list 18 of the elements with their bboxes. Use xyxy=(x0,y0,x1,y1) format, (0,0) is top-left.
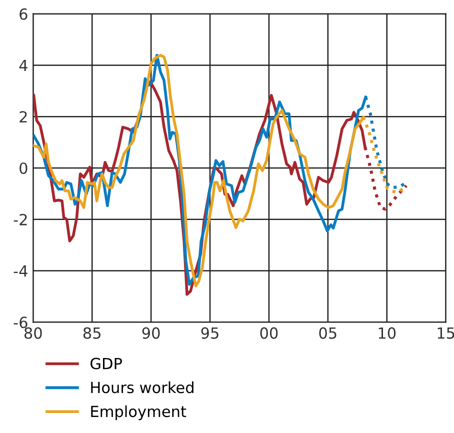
x-tick-label: 90 xyxy=(142,327,160,339)
legend-label: Hours worked xyxy=(91,381,194,394)
legend-label: Employment xyxy=(91,405,186,420)
x-tick-label: 85 xyxy=(83,327,100,339)
y-tick-label: 0 xyxy=(20,162,28,174)
x-tick-label: 80 xyxy=(24,327,42,339)
legend-label: GDP xyxy=(90,358,122,370)
y-tick-label: -4 xyxy=(14,265,28,277)
x-tick-label: 95 xyxy=(201,327,218,339)
x-tick-label: 10 xyxy=(378,327,396,339)
y-tick-label: 2 xyxy=(20,111,27,122)
x-tick-label: 05 xyxy=(319,327,336,339)
y-tick-label: -6 xyxy=(14,316,28,328)
x-tick-label: 15 xyxy=(438,327,454,339)
y-tick-label: 6 xyxy=(20,8,28,20)
x-tick-label: 00 xyxy=(260,327,278,339)
y-tick-label: -2 xyxy=(14,214,27,226)
y-tick-label: 4 xyxy=(19,60,28,72)
